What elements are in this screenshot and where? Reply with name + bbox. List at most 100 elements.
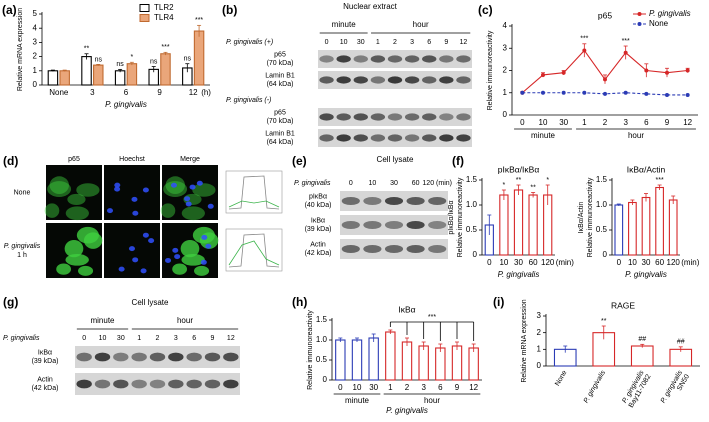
blot-band <box>439 134 454 142</box>
chart-title: pIκBα/IκBα <box>498 164 540 174</box>
blot-band <box>204 352 221 362</box>
blot-band <box>149 352 166 362</box>
marker <box>541 72 545 77</box>
blot-band <box>223 352 239 362</box>
blot-band <box>363 197 382 205</box>
lane-label: 30 <box>117 335 125 342</box>
lane-label: 2 <box>393 39 397 46</box>
y-tick-label: 0 <box>603 250 608 259</box>
marker <box>561 90 566 95</box>
x-tick-label: 6 <box>124 88 129 97</box>
cell <box>192 183 216 197</box>
y-tick-label: 2 <box>33 52 38 61</box>
significance-label: ns <box>184 56 192 63</box>
x-tick-label: 12 <box>189 88 198 97</box>
column-label: Hoechst <box>119 156 145 163</box>
cell <box>67 193 86 205</box>
y-tick-label: 1.0 <box>316 335 328 344</box>
blot-band <box>428 245 447 253</box>
cell <box>47 181 72 197</box>
bar <box>160 53 171 86</box>
blot-band <box>384 221 404 229</box>
panel-label: (d) <box>3 154 18 168</box>
x-tick-label: None <box>49 88 69 97</box>
panel-label: (b) <box>222 3 237 17</box>
blot-band <box>387 76 403 84</box>
band-label: (40 kDa) <box>305 202 332 209</box>
significance-label: ** <box>516 177 522 184</box>
bar <box>114 70 126 86</box>
y-axis-label: Relative immunoreactivity <box>487 30 494 110</box>
lane-label: 10 <box>340 39 348 46</box>
y-tick-label: 0.5 <box>596 225 608 234</box>
cell <box>174 254 181 260</box>
marker <box>541 90 545 95</box>
legend-marker <box>637 12 642 16</box>
condition-label: P. gingivalis (-) <box>226 97 271 104</box>
group-label: minute <box>345 396 370 405</box>
y-tick-label: 1.5 <box>316 315 328 324</box>
x-tick-label: 6 <box>644 118 649 127</box>
micrograph <box>104 165 160 220</box>
significance-label: ** <box>601 318 607 325</box>
bar <box>614 204 624 256</box>
cell <box>132 257 139 263</box>
bar <box>93 64 104 86</box>
y-tick-label: 1 <box>537 344 542 353</box>
y-tick-label: 0 <box>473 250 478 259</box>
cell <box>148 238 155 244</box>
blot-band <box>456 113 471 121</box>
bar <box>47 70 59 86</box>
profile-line <box>228 233 280 268</box>
band-label: IκBα <box>38 350 52 357</box>
marker <box>582 90 587 95</box>
marker <box>644 91 649 96</box>
blot-strip <box>340 215 448 235</box>
x-tick-label: 0 <box>520 118 525 127</box>
condition-label: P. gingivalis <box>294 180 331 187</box>
cell <box>65 206 89 221</box>
blot-band <box>336 134 351 142</box>
x-tick-label: 30 <box>369 383 378 392</box>
blot-band <box>204 379 221 389</box>
blot-band <box>370 113 386 121</box>
row-label: None <box>14 189 31 196</box>
blot-band <box>404 113 420 121</box>
blot-strip <box>75 373 240 395</box>
group-label: minute <box>531 131 556 140</box>
x-tick-label: 1 <box>582 118 587 127</box>
y-tick-label: 1 <box>503 88 508 97</box>
profile-line <box>228 200 280 208</box>
y-axis-label: IκBα/Actin <box>578 202 585 234</box>
x-unit: (h) <box>201 88 211 97</box>
blot-band <box>456 76 471 84</box>
blot-band <box>76 379 92 389</box>
blot-band <box>384 245 404 253</box>
x-tick-label: 60 <box>529 258 538 267</box>
significance-label: ## <box>638 336 646 343</box>
blot-band <box>223 379 239 389</box>
x-tick-label: 30 <box>642 258 651 267</box>
blot-band <box>353 55 368 63</box>
blot-band <box>353 76 368 84</box>
blot-band <box>353 134 368 142</box>
significance-label: ns <box>95 56 103 63</box>
bar <box>401 341 413 381</box>
panel-label: (g) <box>3 295 18 309</box>
profile-box <box>225 228 283 272</box>
x-tick-label: None <box>554 369 568 387</box>
legend-swatch <box>139 14 150 22</box>
column-label: p65 <box>68 156 80 163</box>
significance-label: *** <box>656 177 664 184</box>
y-axis-label: Relative mRNA expression <box>521 299 528 382</box>
significance-label: ** <box>84 46 90 53</box>
blot-title: Nuclear extract <box>343 2 398 11</box>
y-tick-label: 5 <box>33 9 38 18</box>
y-tick-label: 0 <box>503 110 508 119</box>
x-tick-label: 120 <box>541 258 555 267</box>
x-tick-label: 10 <box>499 258 508 267</box>
panel-label: (a) <box>2 3 17 17</box>
blot-band <box>387 55 403 63</box>
x-axis-label: P. gingivalis <box>498 270 540 279</box>
x-axis-label: P. gingivalis <box>625 270 667 279</box>
